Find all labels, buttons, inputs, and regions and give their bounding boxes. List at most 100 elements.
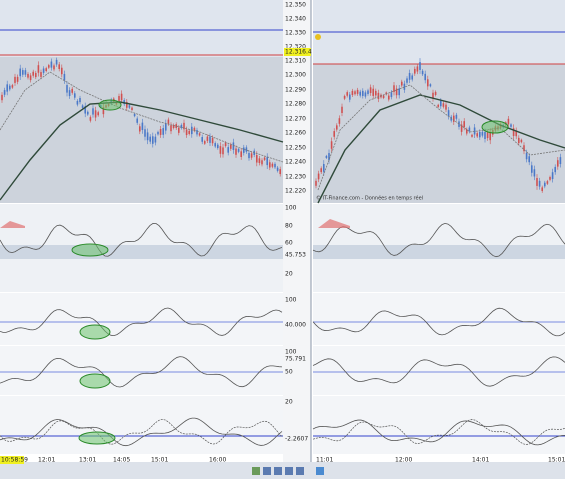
axis-label: 12.290 xyxy=(285,87,306,94)
candle xyxy=(317,173,320,180)
candle xyxy=(185,129,188,136)
candle xyxy=(42,68,45,73)
indicator-line xyxy=(0,356,283,388)
candle xyxy=(408,72,411,80)
candle xyxy=(538,180,541,187)
tool-button[interactable] xyxy=(263,467,271,475)
candle xyxy=(22,70,24,75)
candle xyxy=(120,93,123,101)
candle xyxy=(460,124,463,132)
tool-button[interactable] xyxy=(296,467,304,475)
candle xyxy=(525,152,528,160)
candle xyxy=(546,181,549,184)
highlight xyxy=(71,243,109,257)
axis-label: 12.316.4 xyxy=(285,49,312,56)
candle xyxy=(398,88,400,96)
candle xyxy=(520,139,523,143)
candle xyxy=(549,176,551,180)
candle xyxy=(37,65,40,73)
candle xyxy=(102,107,105,115)
candle xyxy=(341,106,343,113)
candle xyxy=(6,84,8,92)
axis-label: 12.240 xyxy=(285,159,306,166)
candle xyxy=(393,85,395,93)
axis-label: 12.320 xyxy=(285,44,306,51)
axis-label: 12.340 xyxy=(285,16,306,23)
highlight xyxy=(78,431,116,445)
axis-label: 20 xyxy=(285,271,293,278)
time-label: 16:00 xyxy=(209,457,226,464)
indicator-line xyxy=(312,356,565,387)
candle xyxy=(432,92,434,99)
axis-label: 12.250 xyxy=(285,145,306,152)
axis-label: 100 xyxy=(285,349,297,356)
candle xyxy=(214,143,216,147)
pane xyxy=(0,293,283,345)
long-average xyxy=(317,94,565,204)
candle xyxy=(468,127,471,132)
candle xyxy=(235,148,237,155)
candle xyxy=(157,131,159,135)
candle xyxy=(66,85,68,93)
time-label: 12:01 xyxy=(38,457,55,464)
candle xyxy=(416,66,419,72)
candle xyxy=(55,59,58,65)
candle xyxy=(434,91,437,95)
time-label: 14:01 xyxy=(472,457,489,464)
candle xyxy=(455,114,458,119)
candle xyxy=(315,180,317,186)
candle xyxy=(50,61,53,68)
candle xyxy=(227,147,229,153)
candle xyxy=(180,124,183,129)
candle xyxy=(76,100,79,105)
candle xyxy=(473,127,476,135)
candle xyxy=(479,131,481,138)
candle xyxy=(269,162,271,168)
tool-button[interactable] xyxy=(252,467,260,475)
candle xyxy=(453,115,455,122)
candle xyxy=(53,65,55,70)
candle xyxy=(445,104,447,110)
candle xyxy=(481,131,484,136)
candle xyxy=(364,92,367,97)
axis-label: 12.330 xyxy=(285,30,306,37)
candle xyxy=(271,163,274,167)
candle xyxy=(201,137,203,142)
candle xyxy=(71,88,73,93)
candle xyxy=(209,136,211,143)
candle xyxy=(188,130,190,134)
candle xyxy=(165,123,167,131)
candle xyxy=(440,100,442,107)
indicator-line xyxy=(312,307,565,337)
candle xyxy=(266,157,268,166)
candle xyxy=(362,90,364,96)
candle xyxy=(395,88,398,96)
candle xyxy=(87,111,89,115)
candle xyxy=(406,78,408,83)
axis-label: 12.350 xyxy=(285,2,306,9)
candle xyxy=(3,90,6,95)
candle xyxy=(372,88,374,96)
toolbar-buttons[interactable] xyxy=(252,467,324,475)
candle xyxy=(48,65,50,68)
candle xyxy=(27,73,29,78)
tool-button[interactable] xyxy=(274,467,282,475)
candle xyxy=(421,70,424,75)
candle xyxy=(377,92,380,99)
candle xyxy=(193,127,196,131)
candle xyxy=(144,129,146,137)
candle xyxy=(16,76,19,82)
candle xyxy=(58,64,60,70)
indicator-panes xyxy=(0,204,565,454)
axis-label: 12.300 xyxy=(285,72,306,79)
tool-button[interactable] xyxy=(316,467,324,475)
candle xyxy=(466,129,468,134)
candle xyxy=(429,84,432,87)
candle xyxy=(463,121,465,128)
axis-label: 12.230 xyxy=(285,174,306,181)
candle xyxy=(224,142,227,147)
candle xyxy=(133,113,136,117)
candle xyxy=(351,90,354,95)
candle xyxy=(250,153,253,158)
tool-button[interactable] xyxy=(285,467,293,475)
